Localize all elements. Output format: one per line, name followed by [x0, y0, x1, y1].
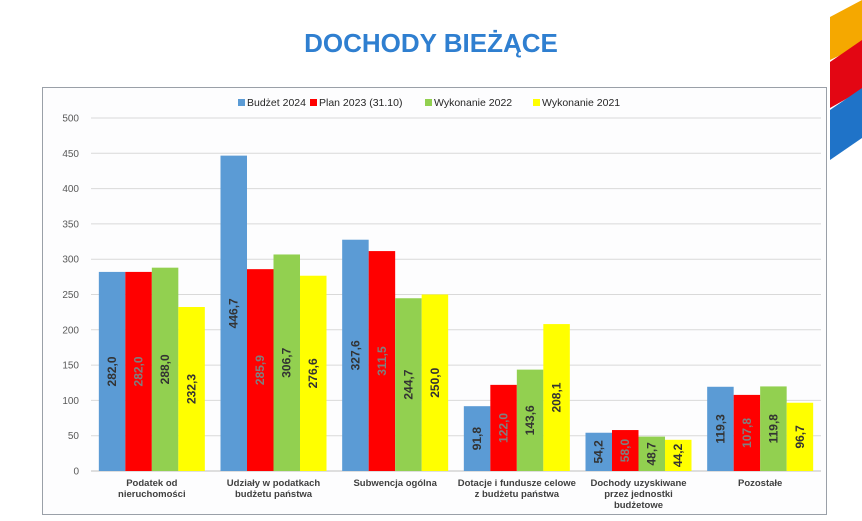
- x-tick-label: budżetu państwa: [235, 489, 313, 500]
- data-label: 107,8: [740, 418, 754, 448]
- bar: [273, 254, 300, 471]
- data-label: 208,1: [550, 382, 564, 412]
- bar: [178, 306, 205, 471]
- legend-label: Wykonanie 2022: [434, 97, 512, 109]
- data-label: 122,0: [497, 413, 511, 443]
- bar-chart: 0 50 100 150 200 250 300 350 400 450 500 Budżet 202…: [62, 97, 821, 511]
- x-tick-label: Subwencja ogólna: [353, 478, 437, 489]
- data-label: 276,6: [306, 358, 320, 388]
- y-tick-label: 300: [62, 255, 79, 266]
- bar: [98, 271, 126, 471]
- x-tick-label: Pozostałe: [738, 478, 782, 489]
- y-tick-label: 350: [62, 219, 79, 230]
- chart-container: 0 50 100 150 200 250 300 350 400 450 500 Budżet 202…: [42, 87, 827, 515]
- data-label: 58,0: [618, 439, 632, 463]
- legend-label: Plan 2023 (31.10): [319, 97, 402, 109]
- bar: [300, 275, 327, 471]
- data-label: 306,7: [280, 347, 294, 377]
- y-tick-label: 150: [62, 361, 79, 372]
- bar: [220, 155, 247, 471]
- y-tick-label: 450: [62, 149, 79, 160]
- y-tick-label: 400: [62, 184, 79, 195]
- data-label: 54,2: [592, 440, 606, 464]
- bar: [463, 406, 491, 471]
- bar: [612, 430, 639, 471]
- bar: [516, 369, 544, 471]
- data-label: 288,0: [158, 354, 172, 384]
- data-label: 327,6: [348, 340, 362, 370]
- y-tick-label: 50: [68, 431, 80, 442]
- bar: [543, 324, 570, 471]
- bar: [707, 386, 734, 471]
- x-tick-label: przez jednostki: [604, 489, 673, 500]
- bar: [421, 294, 449, 471]
- x-tick-label: Dotacje i fundusze celowe: [458, 478, 576, 489]
- data-label: 282,0: [132, 356, 146, 386]
- legend-swatch: [425, 99, 432, 106]
- bar: [665, 439, 692, 471]
- data-label: 119,3: [713, 414, 727, 444]
- data-label: 311,5: [375, 346, 389, 376]
- x-tick-label: z budżetu państwa: [475, 489, 560, 500]
- bar: [395, 298, 422, 471]
- corner-stripes-decoration: [830, 0, 862, 160]
- y-tick-label: 500: [62, 114, 79, 125]
- data-label: 143,6: [523, 405, 537, 435]
- y-tick-label: 100: [62, 396, 79, 407]
- legend-swatch: [310, 99, 317, 106]
- page-title: DOCHODY BIEŻĄCE: [304, 28, 558, 58]
- legend-label: Wykonanie 2021: [542, 97, 620, 109]
- bar: [585, 432, 612, 471]
- x-tick-label: budżetowe: [614, 500, 663, 511]
- y-tick-label: 0: [73, 467, 79, 478]
- data-label: 244,7: [401, 369, 415, 399]
- bar: [368, 251, 396, 471]
- y-tick-label: 200: [62, 325, 79, 336]
- data-label: 91,8: [470, 427, 484, 451]
- data-label: 250,0: [428, 367, 442, 397]
- data-label: 96,7: [793, 425, 807, 449]
- x-tick-label: Udziały w podatkach: [227, 478, 321, 489]
- bar: [490, 384, 517, 471]
- legend-swatch: [533, 99, 540, 106]
- legend-swatch: [238, 99, 245, 106]
- bar: [786, 402, 814, 471]
- legend-label: Budżet 2024: [247, 97, 306, 109]
- bar: [247, 269, 274, 471]
- x-tick-label: nieruchomości: [118, 489, 186, 500]
- y-tick-label: 250: [62, 290, 79, 301]
- bar: [638, 436, 665, 471]
- data-label: 232,3: [185, 374, 199, 404]
- stripe-orange: [830, 0, 862, 60]
- bar: [151, 267, 179, 471]
- stripe-blue: [830, 88, 862, 160]
- bar: [125, 271, 152, 471]
- data-label: 48,7: [645, 442, 659, 466]
- data-label: 119,8: [766, 414, 780, 444]
- data-label: 446,7: [227, 298, 241, 328]
- bar: [342, 239, 369, 471]
- x-tick-label: Podatek od: [126, 478, 177, 489]
- x-tick-label: Dochody uzyskiwane: [590, 478, 686, 489]
- data-label: 44,2: [671, 443, 685, 467]
- bar: [760, 386, 787, 471]
- data-label: 285,9: [253, 355, 267, 385]
- bar: [733, 394, 761, 471]
- data-label: 282,0: [105, 356, 119, 386]
- stripe-red: [830, 40, 862, 108]
